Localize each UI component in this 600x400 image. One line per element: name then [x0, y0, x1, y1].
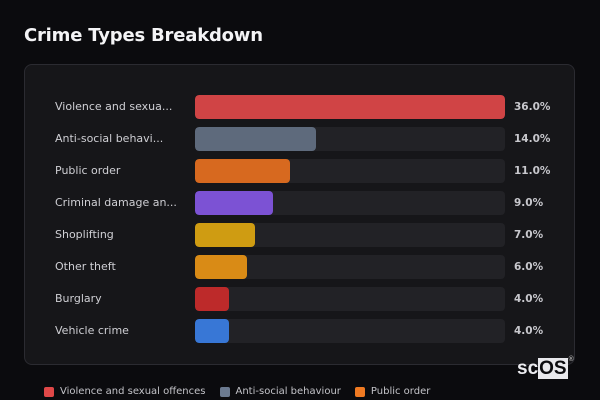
- bar-track: [195, 127, 505, 151]
- category-label: Vehicle crime: [55, 324, 129, 337]
- logo-os: OS: [538, 358, 568, 379]
- legend-swatch-icon: [44, 386, 54, 397]
- legend-label: Violence and sexual offences: [60, 386, 206, 397]
- category-label: Anti-social behavi...: [55, 132, 164, 145]
- bar[interactable]: [195, 319, 230, 343]
- value-label: 4.0%: [514, 293, 544, 305]
- bar[interactable]: [195, 159, 290, 183]
- bar-track: [195, 287, 505, 311]
- legend-item[interactable]: Violence and sexual offences: [44, 386, 206, 397]
- bar-row: Criminal damage an... 9.0%: [25, 191, 574, 215]
- bar-track: [195, 223, 505, 247]
- bar-track: [195, 191, 505, 215]
- bar-row: Shoplifting 7.0%: [25, 223, 574, 247]
- legend-item[interactable]: Public order: [354, 386, 431, 397]
- chart-legend: Violence and sexual offences Anti-social …: [44, 386, 430, 397]
- category-label: Burglary: [55, 292, 102, 305]
- bar-row: Burglary 4.0%: [25, 287, 574, 311]
- logo-sc: sc: [517, 358, 539, 379]
- bar-row: Violence and sexua... 36.0%: [25, 95, 574, 119]
- bar-track: [195, 95, 505, 119]
- legend-swatch-icon: [354, 386, 365, 397]
- value-label: 36.0%: [514, 101, 551, 113]
- scos-logo: sc OS ®: [517, 356, 574, 379]
- bar-track: [195, 255, 505, 279]
- bar-track: [195, 319, 505, 343]
- bar[interactable]: [195, 223, 256, 247]
- bar[interactable]: [195, 127, 316, 151]
- value-label: 4.0%: [514, 325, 544, 337]
- legend-swatch-icon: [219, 386, 230, 397]
- value-label: 9.0%: [514, 197, 544, 209]
- bar[interactable]: [195, 95, 505, 119]
- category-label: Other theft: [55, 260, 116, 273]
- category-label: Shoplifting: [55, 228, 114, 241]
- bar-row: Anti-social behavi... 14.0%: [25, 127, 574, 151]
- bar-row: Public order 11.0%: [25, 159, 574, 183]
- category-label: Violence and sexua...: [55, 100, 173, 113]
- category-label: Public order: [55, 164, 121, 177]
- legend-item[interactable]: Anti-social behaviour: [219, 386, 341, 397]
- legend-label: Anti-social behaviour: [235, 386, 341, 397]
- chart-title: Crime Types Breakdown: [24, 25, 263, 46]
- value-label: 7.0%: [514, 229, 544, 241]
- value-label: 14.0%: [514, 133, 551, 145]
- bar[interactable]: [195, 255, 247, 279]
- category-label: Criminal damage an...: [55, 196, 177, 209]
- registered-mark: ®: [568, 356, 574, 363]
- chart-panel: Violence and sexua... 36.0% Anti-social be…: [24, 64, 575, 365]
- bar[interactable]: [195, 287, 230, 311]
- value-label: 11.0%: [514, 165, 551, 177]
- bar[interactable]: [195, 191, 273, 215]
- legend-label: Public order: [370, 386, 431, 397]
- bar-track: [195, 159, 505, 183]
- value-label: 6.0%: [514, 261, 544, 273]
- bar-row: Vehicle crime 4.0%: [25, 319, 574, 343]
- bar-row: Other theft 6.0%: [25, 255, 574, 279]
